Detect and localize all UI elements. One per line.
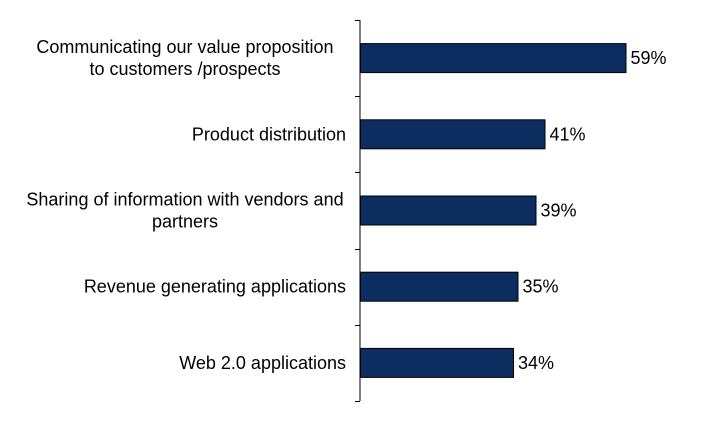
category-label: Communicating our value proposition to cu… <box>36 37 333 79</box>
category-label-line: Web 2.0 applications <box>179 353 346 373</box>
category-label-line: partners <box>152 212 218 232</box>
data-label: 35% <box>523 277 559 297</box>
bars <box>360 43 627 378</box>
bar <box>360 347 514 378</box>
bar <box>360 119 546 150</box>
category-label-line: to customers /prospects <box>89 59 280 79</box>
data-labels: 59% 41% 39% 35% 34% <box>518 48 667 373</box>
bar <box>360 43 627 74</box>
category-label-line: Communicating our value proposition <box>36 37 333 57</box>
data-label: 59% <box>631 48 667 68</box>
category-label-line: Product distribution <box>192 124 346 144</box>
bar <box>360 195 537 226</box>
data-label: 34% <box>518 353 554 373</box>
category-axis <box>355 20 361 402</box>
data-label: 41% <box>550 124 586 144</box>
bar <box>360 271 519 302</box>
category-label: Web 2.0 applications <box>179 353 346 373</box>
category-label: Revenue generating applications <box>84 277 346 297</box>
category-label: Sharing of information with vendors and p… <box>26 190 343 232</box>
category-label-line: Sharing of information with vendors and <box>26 190 343 210</box>
category-label-line: Revenue generating applications <box>84 277 346 297</box>
category-labels: Communicating our value proposition to cu… <box>26 37 346 373</box>
data-label: 39% <box>541 201 577 221</box>
category-label: Product distribution <box>192 124 346 144</box>
